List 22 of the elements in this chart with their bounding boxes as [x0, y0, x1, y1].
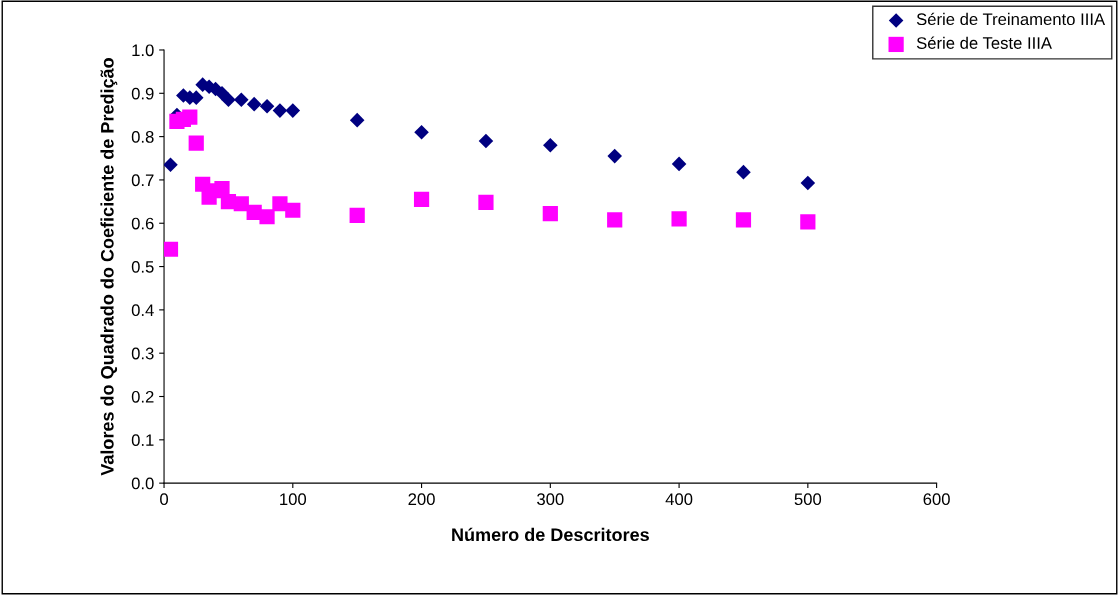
y-tick-label: 0.6: [131, 217, 154, 230]
y-tick-label: 0.0: [131, 477, 154, 490]
x-tick-label: 100: [280, 493, 307, 506]
y-tick-label: 1.0: [132, 44, 154, 57]
y-tick-label: 0.2: [131, 390, 154, 403]
y-tick-label: 0.3: [131, 347, 154, 360]
x-tick-label: 200: [408, 493, 435, 506]
x-tick-label: 600: [923, 493, 950, 506]
x-axis-title: Número de Descritores: [452, 527, 649, 542]
y-tick-label: 0.5: [131, 260, 154, 273]
y-axis-title: Valores do Quadrado do Coeficiente de Predição: [100, 58, 118, 476]
y-tick-label: 0.9: [131, 87, 154, 100]
y-tick-label: 0.8: [131, 131, 154, 143]
y-tick-label: 0.7: [131, 174, 154, 187]
x-tick-label: 300: [537, 493, 564, 506]
legend-label: Série de Treinamento IIIA: [916, 12, 1106, 26]
y-tick-label: 0.1: [131, 434, 154, 447]
x-tick-label: 400: [665, 493, 693, 506]
legend-label: Série de Teste IIIA: [916, 36, 1052, 49]
x-tick-label: 0: [160, 493, 169, 506]
y-tick-label: 0.4: [131, 304, 154, 317]
x-tick-label: 500: [794, 493, 822, 506]
